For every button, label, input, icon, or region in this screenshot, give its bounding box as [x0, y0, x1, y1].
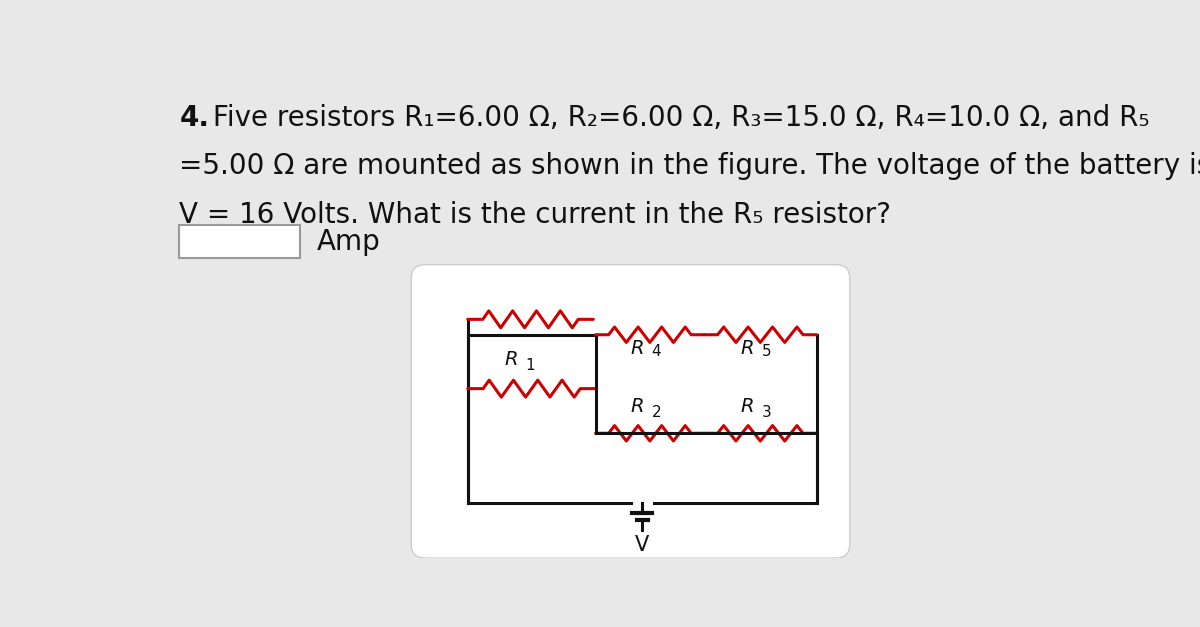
- Text: 4.: 4.: [180, 103, 210, 132]
- Text: R: R: [630, 398, 644, 416]
- Text: V = 16 Volts. What is the current in the R₅ resistor?: V = 16 Volts. What is the current in the…: [180, 201, 892, 229]
- Text: Amp: Amp: [317, 228, 380, 256]
- Text: R: R: [740, 398, 754, 416]
- Text: 4: 4: [652, 344, 661, 359]
- Text: R: R: [630, 339, 644, 359]
- Text: Five resistors R₁=6.00 Ω, R₂=6.00 Ω, R₃=15.0 Ω, R₄=10.0 Ω, and R₅: Five resistors R₁=6.00 Ω, R₂=6.00 Ω, R₃=…: [204, 103, 1150, 132]
- Text: V: V: [635, 535, 649, 555]
- Text: =5.00 Ω are mounted as shown in the figure. The voltage of the battery is: =5.00 Ω are mounted as shown in the figu…: [180, 152, 1200, 180]
- Text: 5: 5: [762, 344, 772, 359]
- Text: 2: 2: [652, 405, 661, 420]
- Text: R: R: [740, 339, 754, 359]
- Text: 3: 3: [762, 405, 772, 420]
- Text: 1: 1: [526, 358, 535, 373]
- Text: R: R: [504, 350, 517, 369]
- FancyBboxPatch shape: [180, 225, 300, 258]
- FancyBboxPatch shape: [412, 265, 850, 558]
